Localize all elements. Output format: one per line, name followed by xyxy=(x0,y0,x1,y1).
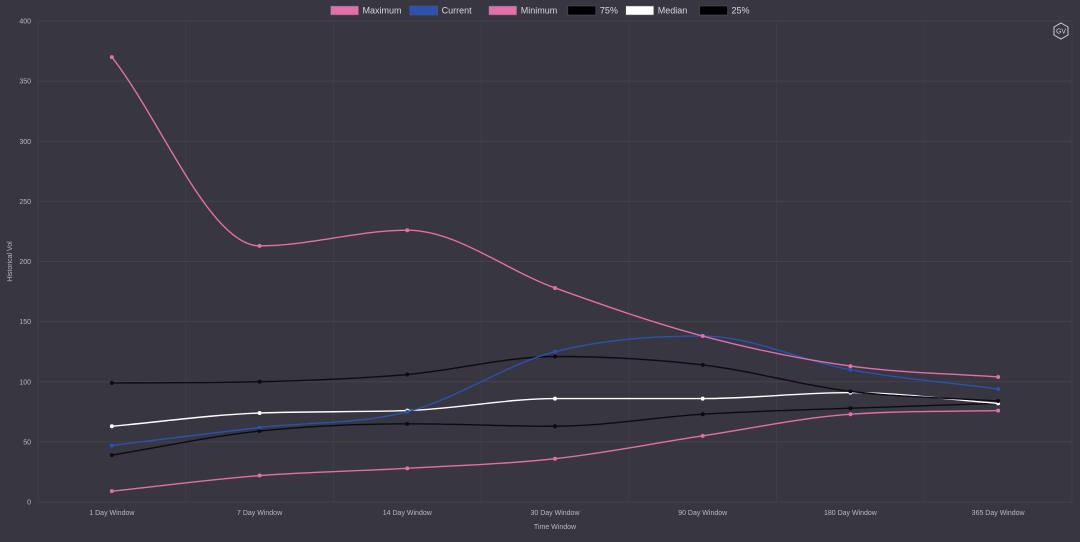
data-point[interactable] xyxy=(700,334,705,339)
data-point[interactable] xyxy=(405,372,410,377)
x-tick-label: 90 Day Window xyxy=(678,510,728,517)
legend-swatch xyxy=(330,5,359,16)
legend-label: 75% xyxy=(600,6,618,16)
data-point[interactable] xyxy=(700,362,705,367)
series-line xyxy=(111,56,999,378)
x-tick-label: 180 Day Window xyxy=(824,510,878,517)
y-tick-label: 200 xyxy=(19,259,31,266)
data-point[interactable] xyxy=(700,396,705,401)
y-axis-title: Historical Vol xyxy=(7,241,14,282)
data-point[interactable] xyxy=(700,433,705,438)
hexagon-logo-icon xyxy=(1053,22,1069,40)
data-point[interactable] xyxy=(996,408,1001,413)
data-point[interactable] xyxy=(405,421,410,426)
legend-label: Minimum xyxy=(521,6,558,16)
grid xyxy=(37,20,1073,503)
axes: 0 50 100 150 200 250 300 350 400 1 Day Window 7 Da… xyxy=(7,19,1026,532)
x-tick-label: 365 Day Window xyxy=(972,510,1026,517)
data-point[interactable] xyxy=(996,386,1001,391)
data-point[interactable] xyxy=(109,453,114,458)
legend-swatch xyxy=(567,5,597,16)
data-point[interactable] xyxy=(553,456,557,461)
legend-item[interactable]: 75% xyxy=(567,5,618,16)
x-axis-title: Time Window xyxy=(534,524,577,531)
logo-text: GV xyxy=(1056,29,1066,36)
y-tick-label: 400 xyxy=(19,19,31,26)
data-point[interactable] xyxy=(848,367,853,372)
data-point[interactable] xyxy=(109,489,114,494)
data-point[interactable] xyxy=(257,379,262,384)
x-tick-label: 7 Day Window xyxy=(237,510,283,517)
data-point[interactable] xyxy=(257,243,262,248)
series-median xyxy=(109,390,1001,429)
series-current xyxy=(109,334,1001,448)
data-point[interactable] xyxy=(553,354,557,359)
legend-item[interactable]: Current xyxy=(409,5,473,16)
legend-item[interactable]: Minimum xyxy=(488,5,558,16)
data-point[interactable] xyxy=(109,443,114,448)
logo: GV xyxy=(1053,22,1069,40)
y-tick-label: 150 xyxy=(19,319,31,326)
data-point[interactable] xyxy=(553,424,557,429)
series-maximum xyxy=(109,55,1001,379)
data-point[interactable] xyxy=(405,228,410,233)
legend-label: Current xyxy=(442,6,473,16)
data-point[interactable] xyxy=(257,411,262,416)
data-point[interactable] xyxy=(553,285,557,290)
y-tick-label: 100 xyxy=(19,379,31,386)
data-point[interactable] xyxy=(553,396,557,401)
data-point[interactable] xyxy=(848,389,853,394)
series-line xyxy=(111,409,999,492)
data-point[interactable] xyxy=(996,374,1001,379)
legend-swatch xyxy=(409,5,438,16)
series-minimum xyxy=(109,408,1001,494)
data-point[interactable] xyxy=(109,380,114,385)
y-tick-label: 250 xyxy=(19,199,31,206)
x-tick-label: 30 Day Window xyxy=(530,510,580,517)
y-tick-label: 50 xyxy=(23,439,31,446)
series-lines xyxy=(109,55,1001,494)
series-75- xyxy=(109,354,1001,403)
x-tick-label: 14 Day Window xyxy=(383,510,433,517)
legend-swatch xyxy=(699,5,728,16)
data-point[interactable] xyxy=(553,349,557,354)
data-point[interactable] xyxy=(848,364,853,369)
series-line xyxy=(111,355,999,402)
legend-swatch xyxy=(625,5,654,16)
data-point[interactable] xyxy=(109,55,114,60)
data-point[interactable] xyxy=(257,429,262,434)
legend[interactable]: Maximum Current Minimum 75% Median 25% xyxy=(330,5,750,16)
data-point[interactable] xyxy=(405,466,410,471)
legend-label: 25% xyxy=(732,6,750,16)
data-point[interactable] xyxy=(405,409,410,414)
x-tick-label: 1 Day Window xyxy=(89,510,135,517)
legend-label: Maximum xyxy=(363,6,402,16)
y-tick-label: 0 xyxy=(27,500,31,507)
y-tick-label: 300 xyxy=(19,139,31,146)
data-point[interactable] xyxy=(109,424,114,429)
data-point[interactable] xyxy=(257,425,262,430)
data-point[interactable] xyxy=(700,412,705,417)
legend-item[interactable]: Median xyxy=(625,5,688,16)
y-tick-label: 350 xyxy=(19,79,31,86)
legend-item[interactable]: Maximum xyxy=(330,5,402,16)
data-point[interactable] xyxy=(848,412,853,417)
data-point[interactable] xyxy=(257,473,262,478)
legend-swatch xyxy=(488,5,517,16)
legend-item[interactable]: 25% xyxy=(699,5,750,16)
data-point[interactable] xyxy=(848,406,853,411)
legend-label: Median xyxy=(658,6,688,16)
data-point[interactable] xyxy=(996,398,1001,403)
